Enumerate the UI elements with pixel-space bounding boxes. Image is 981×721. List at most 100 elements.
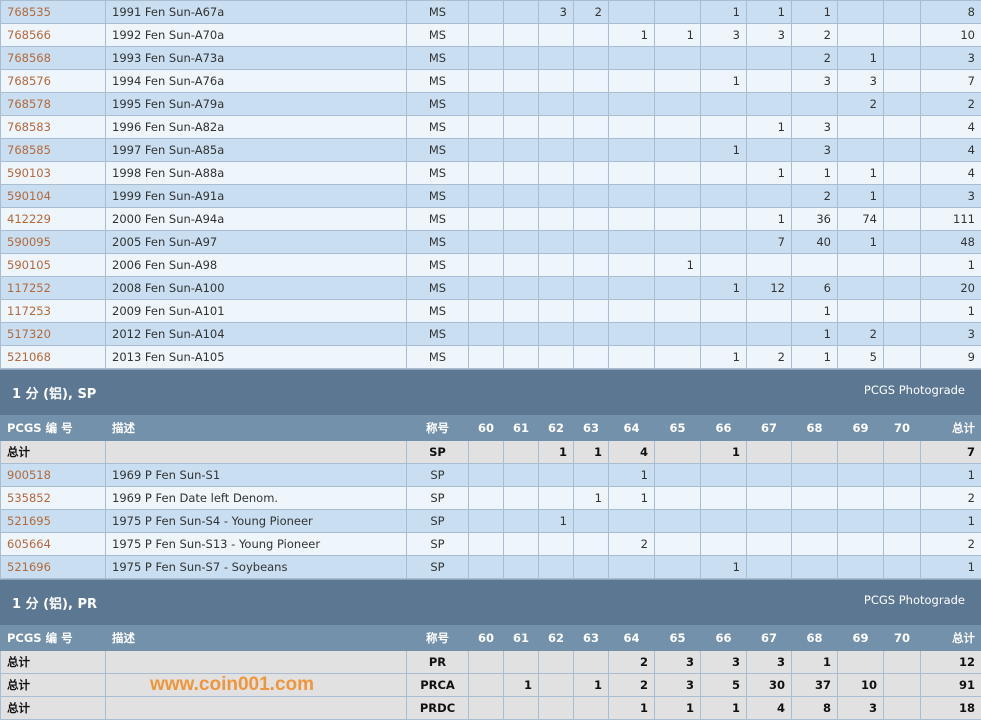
grade-70-count	[883, 509, 921, 533]
grade-60-count	[468, 23, 504, 47]
pcgs-number-link[interactable]: 605664	[7, 537, 51, 551]
pcgs-number-cell: 768568	[0, 46, 106, 70]
grade-60-count	[468, 322, 504, 346]
grade-65-count	[654, 463, 701, 487]
grade-68-count: 3	[791, 69, 838, 93]
designation-cell: MS	[406, 138, 469, 162]
pcgs-number-link[interactable]: 768568	[7, 51, 51, 65]
pcgs-number-link[interactable]: 117253	[7, 304, 51, 318]
grade-60-count	[468, 555, 504, 579]
grade-60-count	[468, 650, 504, 674]
pcgs-number-cell: 605664	[0, 532, 106, 556]
pcgs-number-link[interactable]: 590104	[7, 189, 51, 203]
grade-64-count	[608, 69, 655, 93]
designation-cell: SP	[406, 486, 469, 510]
grade-60-count	[468, 345, 504, 369]
col-grade-70: 70	[883, 415, 921, 441]
grade-68-count: 1	[791, 322, 838, 346]
photograde-link[interactable]: PCGS Photograde	[863, 382, 965, 397]
grade-69-count	[837, 299, 884, 323]
col-grade-61: 61	[503, 415, 539, 441]
grade-63-count	[573, 345, 609, 369]
row-total: 10	[920, 23, 981, 47]
grade-63-count	[573, 253, 609, 277]
grade-65-count: 1	[654, 253, 701, 277]
pcgs-number-link[interactable]: 768566	[7, 28, 51, 42]
grade-67-count: 3	[746, 650, 792, 674]
pcgs-number-link[interactable]: 117252	[7, 281, 51, 295]
col-pcgs: PCGS 编 号	[0, 625, 106, 651]
grade-70-count	[883, 555, 921, 579]
description-cell: 2009 Fen Sun-A101	[105, 299, 407, 323]
pcgs-number-link[interactable]: 768535	[7, 5, 51, 19]
pcgs-number-link[interactable]: 768578	[7, 97, 51, 111]
grade-65-count	[654, 0, 701, 24]
grade-67-count: 1	[746, 0, 792, 24]
grade-64-count	[608, 299, 655, 323]
grade-65-count	[654, 322, 701, 346]
designation-cell: PRCA	[406, 673, 469, 697]
pcgs-number-link[interactable]: 590095	[7, 235, 51, 249]
description-cell: 1994 Fen Sun-A76a	[105, 69, 407, 93]
grade-69-count: 3	[837, 69, 884, 93]
grade-62-count	[538, 555, 574, 579]
grade-68-count: 8	[791, 696, 838, 720]
grade-70-count	[883, 299, 921, 323]
grade-70-count	[883, 486, 921, 510]
pcgs-number-link[interactable]: 521695	[7, 514, 51, 528]
description-cell: 1999 Fen Sun-A91a	[105, 184, 407, 208]
pcgs-number-link[interactable]: 768585	[7, 143, 51, 157]
grade-69-count	[837, 276, 884, 300]
grade-69-count	[837, 463, 884, 487]
grade-67-count	[746, 486, 792, 510]
grade-62-count	[538, 115, 574, 139]
col-grade-60: 60	[468, 415, 504, 441]
grade-69-count	[837, 650, 884, 674]
pcgs-number-link[interactable]: 521068	[7, 350, 51, 364]
photograde-link[interactable]: PCGS Photograde	[863, 592, 965, 607]
grade-66-count	[700, 184, 747, 208]
pcgs-number-cell: 768535	[0, 0, 106, 24]
pcgs-number-link[interactable]: 521696	[7, 560, 51, 574]
col-grade-63: 63	[573, 415, 609, 441]
grade-60-count	[468, 253, 504, 277]
grade-65-count: 3	[654, 673, 701, 697]
grade-65-count	[654, 345, 701, 369]
description-cell: 1996 Fen Sun-A82a	[105, 115, 407, 139]
col-grade-63: 63	[573, 625, 609, 651]
grade-65-count	[654, 138, 701, 162]
row-total: 4	[920, 115, 981, 139]
pcgs-number-link[interactable]: 590105	[7, 258, 51, 272]
grade-61-count	[503, 532, 539, 556]
description-cell: 1992 Fen Sun-A70a	[105, 23, 407, 47]
grade-67-count	[746, 532, 792, 556]
population-table-sp: PCGS 编 号描述 称号 60 61 62 63 64 65 66 67 68 69 70 总计 总计 …	[0, 415, 981, 579]
pcgs-number-link[interactable]: 768583	[7, 120, 51, 134]
row-total: 111	[920, 207, 981, 231]
grade-63-count	[573, 650, 609, 674]
grade-61-count	[503, 138, 539, 162]
grade-61-count	[503, 46, 539, 70]
grade-64-count	[608, 207, 655, 231]
pcgs-number-link[interactable]: 900518	[7, 468, 51, 482]
pcgs-number-link[interactable]: 517320	[7, 327, 51, 341]
grade-65-count	[654, 46, 701, 70]
grade-69-count: 1	[837, 184, 884, 208]
table-row: 521696 1975 P Fen Sun-S7 - Soybeans SP 1…	[0, 555, 981, 579]
pcgs-number-link[interactable]: 412229	[7, 212, 51, 226]
grade-66-count	[700, 92, 747, 116]
pcgs-number-link[interactable]: 768576	[7, 74, 51, 88]
row-total: 4	[920, 161, 981, 185]
pcgs-number-cell: 590095	[0, 230, 106, 254]
row-total: 1	[920, 299, 981, 323]
grade-64-count	[608, 138, 655, 162]
pcgs-number-link[interactable]: 590103	[7, 166, 51, 180]
designation-cell: PRDC	[406, 696, 469, 720]
grade-67-count: 2	[746, 345, 792, 369]
grade-60-count	[468, 138, 504, 162]
grade-64-count	[608, 509, 655, 533]
grade-61-count	[503, 650, 539, 674]
grade-61-count	[503, 0, 539, 24]
pcgs-number-link[interactable]: 535852	[7, 491, 51, 505]
